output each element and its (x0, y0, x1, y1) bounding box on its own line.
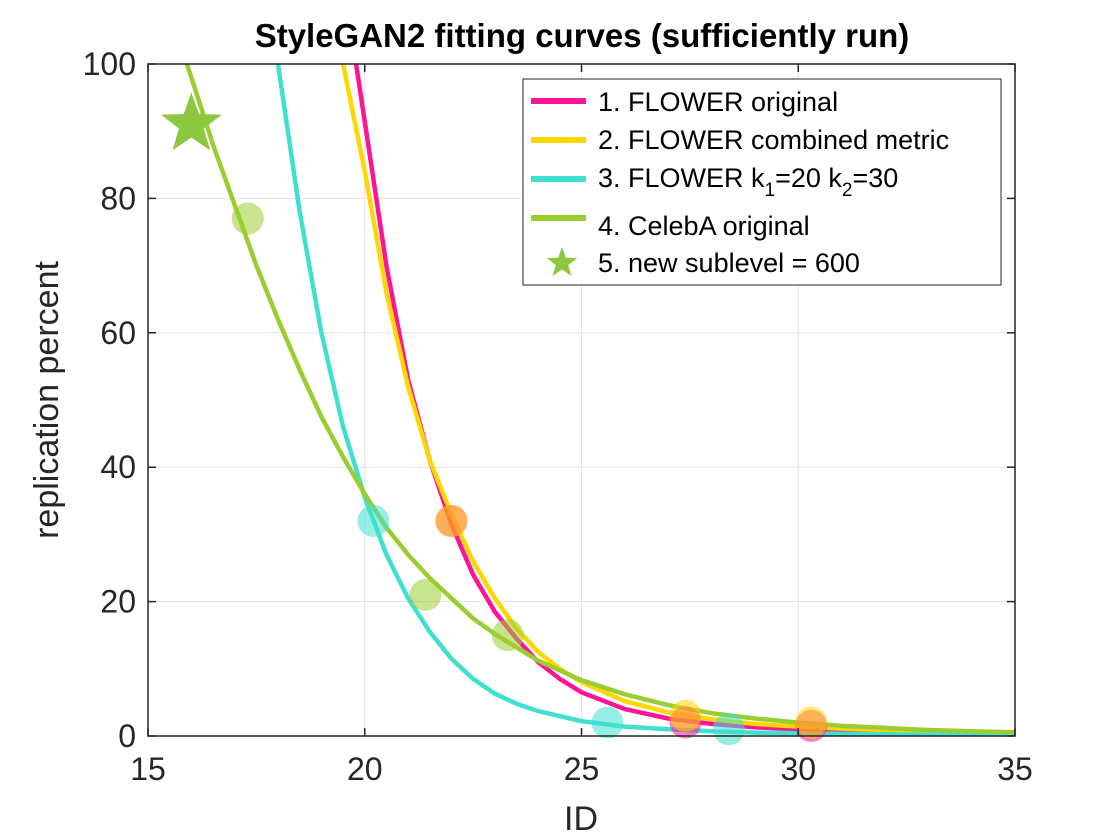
legend-label-new-sublevel: 5. new sublevel = 600 (598, 248, 860, 278)
y-axis-label: replication percent (28, 261, 66, 539)
y-tick-label: 20 (100, 584, 136, 620)
y-tick-label: 60 (100, 315, 136, 351)
y-tick-label: 80 (100, 180, 136, 216)
legend-label-celeba-original: 4. CelebA original (598, 211, 810, 241)
data-point-4-celeba-original (231, 202, 264, 235)
data-point-3-flower-k1-20-k2-30 (712, 713, 745, 746)
axis-ticks: 15 20 25 30 35 0 20 40 60 80 100 (83, 46, 1033, 787)
legend-label-flower-original: 1. FLOWER original (598, 87, 838, 117)
data-points (160, 92, 828, 746)
legend-star-icon (546, 247, 578, 276)
y-tick-label: 0 (118, 718, 136, 754)
x-axis-label: ID (564, 800, 598, 838)
y-tick-label: 40 (100, 449, 136, 485)
legend: 1. FLOWER original 2. FLOWER combined me… (522, 78, 1002, 286)
data-point-2-flower-combined-metric (435, 504, 468, 537)
x-tick-label: 15 (130, 751, 166, 787)
legend-box (522, 78, 1002, 286)
data-point-2-flower-combined-metric (795, 706, 828, 739)
legend-label-flower-k: 3. FLOWER k1=20 k2=30 (598, 163, 898, 201)
data-point-4-celeba-original (491, 619, 524, 652)
data-point-4-celeba-original (409, 578, 442, 611)
x-tick-label: 35 (997, 751, 1033, 787)
data-point-2-flower-combined-metric (669, 699, 702, 732)
chart-title: StyleGAN2 fitting curves (sufficiently r… (255, 17, 910, 54)
data-point-3-flower-k1-20-k2-30 (591, 706, 624, 739)
data-point-3-flower-k1-20-k2-30 (357, 504, 390, 537)
legend-label-flower-combined: 2. FLOWER combined metric (598, 125, 949, 155)
x-tick-label: 25 (564, 751, 600, 787)
y-tick-label: 100 (83, 46, 136, 82)
x-tick-label: 30 (780, 751, 816, 787)
x-tick-label: 20 (347, 751, 383, 787)
star-point-5-new-sublevel-600 (160, 92, 222, 151)
